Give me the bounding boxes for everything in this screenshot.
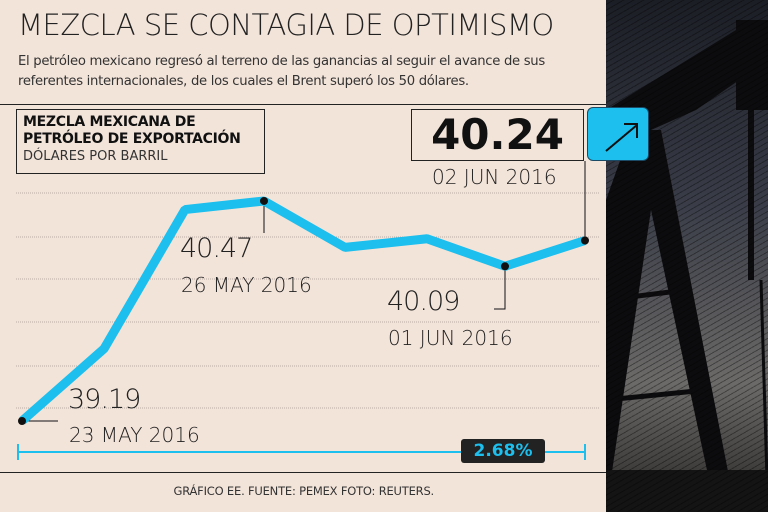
arrow-up-right-icon (587, 107, 649, 161)
bottom-divider (0, 472, 606, 473)
annotation-value-start: 39.19 (68, 384, 141, 415)
legend-unit: DÓLARES POR BARRIL (23, 149, 168, 164)
annotation-date-peak: 26 MAY 2016 (181, 273, 312, 297)
data-point (581, 236, 589, 245)
legend-line2: PETRÓLEO DE EXPORTACIÓN (23, 131, 241, 147)
leader-line (494, 266, 506, 310)
annotation-value-peak: 40.47 (180, 233, 253, 264)
oil-pump-photo (606, 0, 768, 512)
annotation-date-low: 01 JUN 2016 (388, 326, 513, 350)
data-point (18, 417, 26, 425)
infographic-panel: MEZCLA SE CONTAGIA DE OPTIMISMO El petró… (0, 8, 606, 498)
annotation-date-start: 23 MAY 2016 (69, 423, 200, 447)
line-chart (16, 161, 600, 460)
percent-change-badge: 2.68% (461, 439, 545, 463)
source-footer: GRÁFICO EE. FUENTE: PEMEX FOTO: REUTERS. (173, 484, 434, 498)
price-line (19, 196, 587, 425)
subtitle: El petróleo mexicano regresó al terreno … (18, 54, 545, 89)
data-point (260, 196, 268, 205)
latest-date: 02 JUN 2016 (432, 165, 557, 189)
top-divider (0, 104, 606, 105)
legend-line1: MEZCLA MEXICANA DE (23, 114, 196, 130)
annotation-value-low: 40.09 (387, 286, 460, 317)
chart-legend-box: MEZCLA MEXICANA DE PETRÓLEO DE EXPORTACI… (16, 109, 265, 174)
page-title: MEZCLA SE CONTAGIA DE OPTIMISMO (18, 8, 554, 42)
latest-value: 40.24 (411, 109, 584, 161)
data-point (501, 262, 509, 271)
